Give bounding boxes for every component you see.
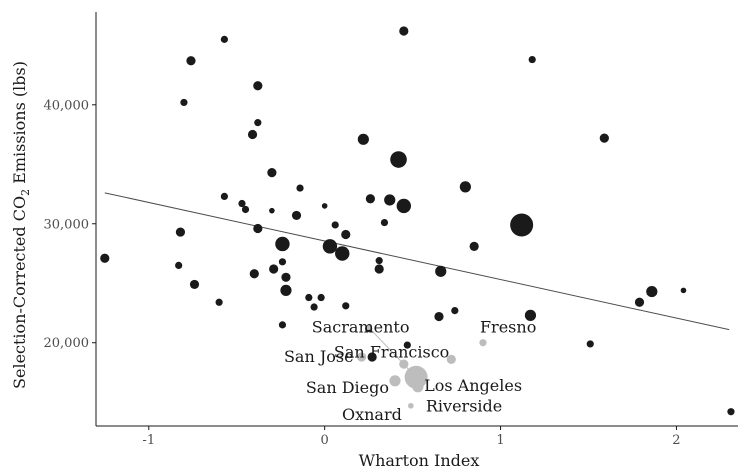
x-axis-title: Wharton Index (359, 451, 480, 470)
point-label-san-francisco: San Francisco (334, 342, 449, 361)
data-point (220, 192, 228, 200)
data-point (267, 168, 277, 178)
y-tick-label: 30,000 (44, 217, 90, 232)
data-point (321, 203, 328, 209)
fit-line (104, 192, 730, 331)
data-point (291, 210, 302, 221)
data-point (269, 264, 279, 274)
data-point (100, 253, 110, 263)
data-point (390, 151, 407, 168)
data-point (322, 239, 338, 254)
x-tick-label: -1 (142, 433, 155, 448)
data-point (341, 229, 351, 240)
data-point (310, 303, 318, 311)
x-tick-label: 0 (321, 433, 329, 448)
data-point (524, 309, 537, 321)
data-point (727, 408, 735, 416)
data-point (399, 26, 409, 36)
data-point (374, 264, 384, 274)
data-point (253, 223, 263, 234)
data-point (305, 293, 313, 302)
data-point (254, 119, 262, 127)
data-point (278, 321, 287, 329)
data-point (599, 133, 609, 143)
data-point (510, 213, 534, 237)
point-label-oxnard: Oxnard (342, 405, 402, 424)
x-tick-label: 2 (672, 433, 680, 448)
data-point (249, 269, 259, 279)
y-tick-label: 20,000 (44, 336, 90, 351)
data-point (296, 184, 304, 192)
y-tick-label: 40,000 (44, 98, 90, 113)
data-point (342, 302, 350, 310)
point-label-los-angeles: Los Angeles (424, 376, 522, 395)
data-point (396, 198, 412, 214)
data-point (186, 56, 196, 66)
data-point (469, 241, 479, 251)
data-point (275, 236, 290, 252)
point-label-sacramento: Sacramento (312, 317, 410, 336)
data-point (247, 129, 258, 140)
data-point (180, 98, 188, 107)
data-point (189, 279, 200, 290)
data-point (435, 265, 447, 277)
data-point (586, 340, 594, 348)
data-point (331, 221, 339, 229)
data-point (253, 81, 263, 91)
data-point (281, 272, 291, 282)
data-point (335, 246, 350, 261)
data-point (451, 307, 459, 315)
data-point (384, 194, 396, 206)
highlight-point (446, 354, 456, 364)
highlight-point (479, 339, 487, 347)
data-point (241, 205, 250, 214)
data-point (215, 298, 223, 306)
point-label-riverside: Riverside (426, 397, 502, 416)
data-point (434, 311, 444, 322)
data-point (269, 207, 275, 214)
data-point (175, 261, 183, 269)
x-tick-label: 1 (496, 433, 504, 448)
data-point (646, 285, 658, 298)
point-label-san-diego: San Diego (306, 378, 389, 397)
point-label-san-jose: San Jose (284, 347, 354, 366)
highlight-point (399, 359, 409, 369)
highlight-point (356, 352, 367, 362)
data-point (459, 181, 471, 193)
data-point (365, 194, 375, 204)
highlight-point (365, 324, 372, 331)
data-point (357, 133, 369, 145)
data-point (375, 257, 383, 265)
data-point (367, 352, 377, 362)
data-point (220, 35, 228, 43)
data-point (280, 284, 292, 296)
data-point (634, 297, 645, 307)
highlight-point (389, 375, 401, 387)
y-axis-title: Selection-Corrected CO2 Emissions (lbs) (10, 61, 32, 389)
point-label-fresno: Fresno (480, 318, 536, 337)
highlight-point (408, 402, 414, 409)
data-point (528, 55, 536, 64)
data-point (380, 218, 389, 227)
data-point (317, 293, 325, 302)
data-point (680, 287, 687, 294)
highlight-point (412, 381, 424, 393)
data-point (175, 227, 186, 237)
data-point (403, 341, 411, 349)
data-point (238, 199, 246, 208)
data-point (278, 258, 287, 266)
